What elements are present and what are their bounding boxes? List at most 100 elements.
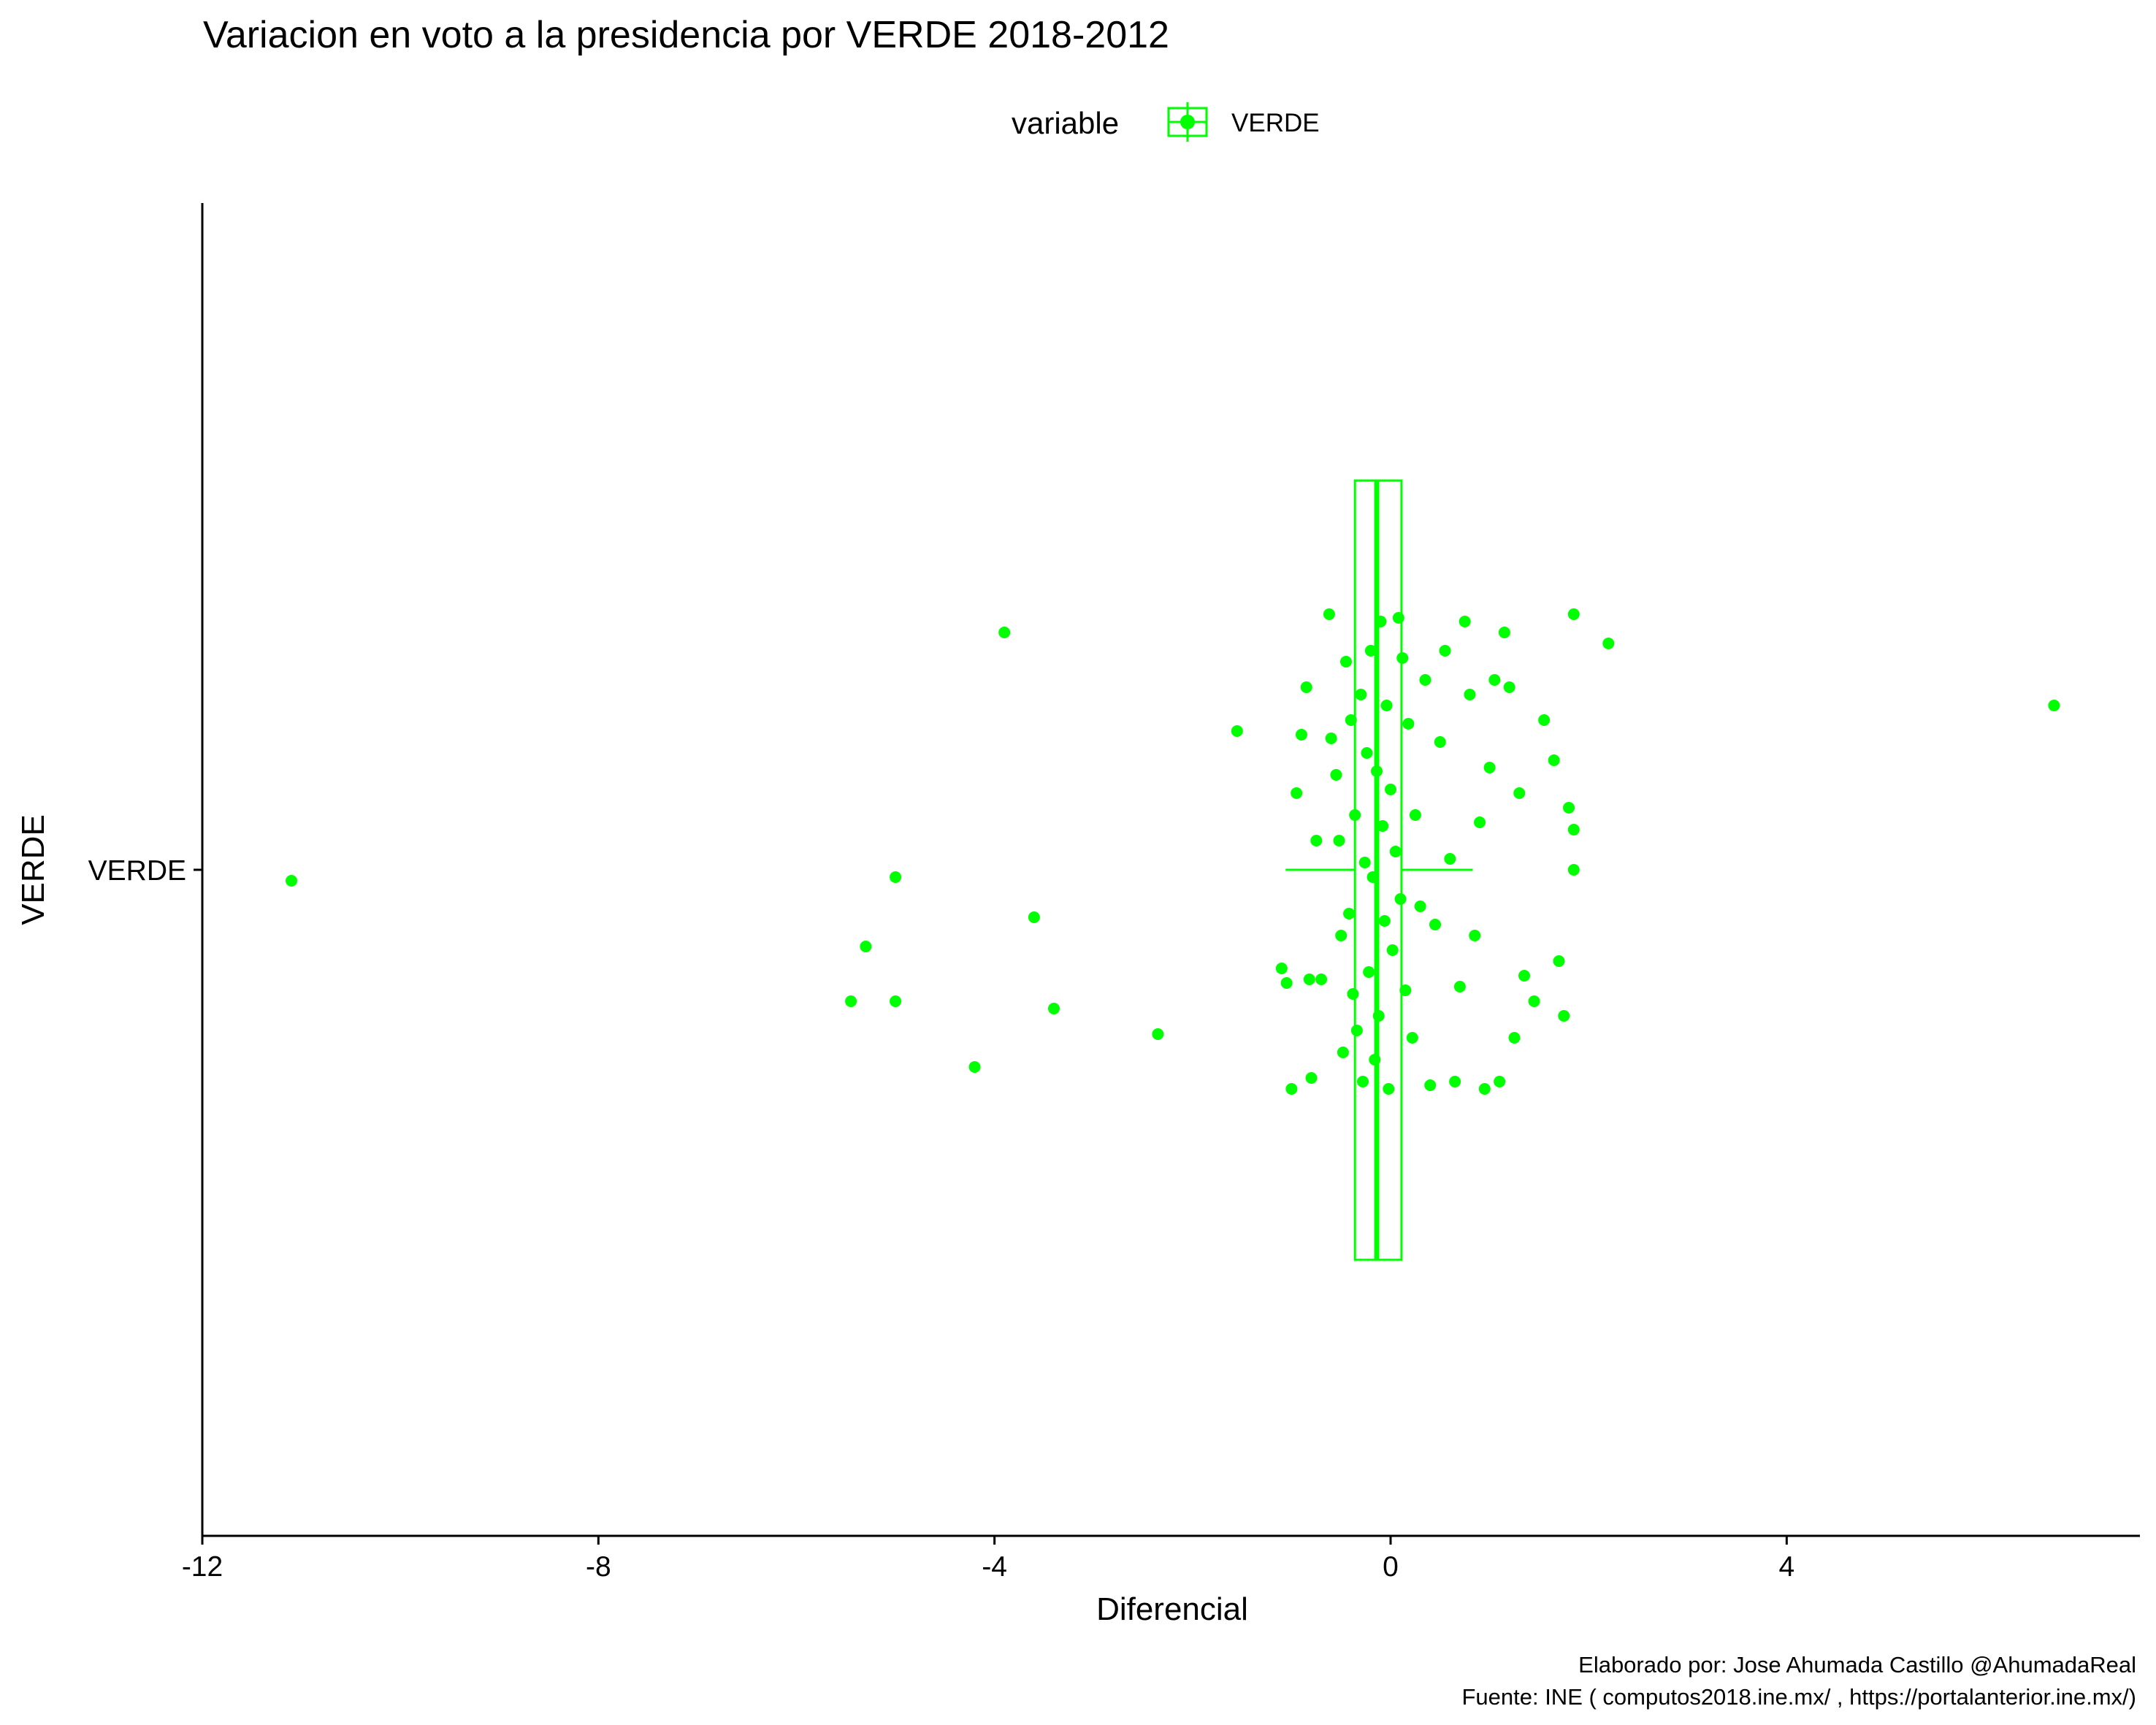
data-point bbox=[1399, 984, 1412, 996]
data-point bbox=[1513, 787, 1526, 799]
data-point bbox=[1280, 977, 1293, 989]
data-point bbox=[1275, 963, 1288, 974]
data-point bbox=[1295, 729, 1307, 741]
data-point bbox=[1518, 970, 1531, 982]
x-axis-title: Diferencial bbox=[1096, 1591, 1248, 1627]
data-point bbox=[1494, 1076, 1506, 1087]
x-tick-label: -12 bbox=[182, 1551, 223, 1583]
data-point bbox=[2048, 700, 2060, 711]
data-point bbox=[1414, 900, 1426, 912]
legend-title: variable bbox=[1012, 106, 1119, 140]
data-point bbox=[1345, 714, 1357, 726]
data-point bbox=[1375, 616, 1387, 627]
data-point bbox=[1378, 915, 1391, 927]
data-point bbox=[1347, 988, 1359, 1000]
data-point bbox=[286, 875, 298, 887]
data-point bbox=[1553, 955, 1565, 967]
data-point bbox=[1152, 1028, 1164, 1040]
caption-source: Fuente: INE ( computos2018.ine.mx/ , htt… bbox=[1461, 1684, 2136, 1710]
data-point bbox=[890, 871, 902, 883]
data-point bbox=[1429, 919, 1442, 930]
data-point bbox=[1444, 853, 1456, 865]
chart-title: Variacion en voto a la presidencia por V… bbox=[203, 14, 1169, 56]
x-tick-label: -8 bbox=[586, 1551, 611, 1583]
data-point bbox=[1469, 930, 1481, 941]
data-point bbox=[1366, 871, 1379, 883]
data-point bbox=[1434, 736, 1446, 748]
data-point bbox=[1315, 974, 1328, 985]
data-point bbox=[1459, 616, 1471, 627]
x-tick-label: -4 bbox=[982, 1551, 1007, 1583]
data-point bbox=[1361, 747, 1373, 759]
data-point bbox=[1567, 608, 1580, 620]
data-point bbox=[890, 995, 902, 1007]
data-point bbox=[1285, 1083, 1298, 1095]
data-point bbox=[1385, 784, 1396, 795]
data-points bbox=[286, 608, 2060, 1095]
data-point bbox=[1369, 1054, 1381, 1066]
data-point bbox=[1392, 612, 1404, 624]
data-point bbox=[1349, 809, 1361, 821]
data-point bbox=[1337, 1047, 1349, 1058]
data-point bbox=[1357, 1076, 1369, 1087]
data-point bbox=[1478, 1083, 1491, 1095]
data-point bbox=[1300, 681, 1312, 693]
data-point bbox=[1364, 645, 1377, 657]
data-point bbox=[1358, 857, 1371, 868]
data-point bbox=[1483, 762, 1496, 773]
data-point bbox=[1330, 769, 1342, 781]
data-point bbox=[968, 1061, 981, 1073]
data-point bbox=[1383, 1083, 1395, 1095]
data-point bbox=[1488, 674, 1501, 686]
legend: variable VERDE bbox=[1012, 102, 1320, 142]
data-point bbox=[1396, 652, 1409, 664]
data-point bbox=[1377, 820, 1389, 832]
data-point bbox=[1389, 846, 1402, 857]
data-point bbox=[1291, 787, 1303, 799]
data-point bbox=[860, 941, 872, 952]
data-point bbox=[1402, 718, 1415, 730]
data-point bbox=[1372, 1010, 1385, 1022]
data-point bbox=[1449, 1076, 1461, 1087]
data-point bbox=[998, 627, 1011, 638]
data-point bbox=[1548, 754, 1560, 766]
data-point bbox=[1406, 1032, 1418, 1044]
y-tick-label: VERDE bbox=[88, 855, 186, 887]
data-point bbox=[1355, 689, 1367, 700]
data-point bbox=[1335, 930, 1348, 941]
data-point bbox=[1409, 809, 1421, 821]
data-point bbox=[1339, 656, 1352, 668]
data-point bbox=[1602, 638, 1615, 649]
data-point bbox=[1528, 995, 1540, 1007]
data-point bbox=[1231, 725, 1243, 737]
data-point bbox=[1310, 835, 1323, 846]
x-tick-label: 4 bbox=[1778, 1551, 1794, 1583]
data-point bbox=[1474, 816, 1486, 828]
data-point bbox=[1380, 700, 1393, 711]
data-point bbox=[1394, 893, 1407, 905]
data-point bbox=[1567, 864, 1580, 876]
data-point bbox=[1558, 1010, 1570, 1022]
data-point bbox=[1323, 608, 1335, 620]
data-point bbox=[1333, 835, 1345, 846]
legend-label: VERDE bbox=[1231, 109, 1320, 137]
data-point bbox=[1386, 944, 1399, 956]
data-point bbox=[845, 995, 857, 1007]
data-point bbox=[1464, 689, 1476, 700]
data-point bbox=[1503, 681, 1515, 693]
data-point bbox=[1453, 981, 1466, 992]
legend-key-icon bbox=[1167, 102, 1208, 142]
data-point bbox=[1419, 674, 1431, 686]
data-point bbox=[1439, 645, 1451, 657]
data-point bbox=[1350, 1025, 1363, 1036]
data-point bbox=[1424, 1079, 1437, 1091]
data-point bbox=[1508, 1032, 1521, 1044]
data-point bbox=[1567, 824, 1580, 835]
x-ticks: -12 -8 -4 0 4 bbox=[182, 1536, 1794, 1583]
boxplot bbox=[1285, 479, 1473, 1261]
data-point bbox=[1305, 1072, 1318, 1084]
data-point bbox=[1371, 765, 1383, 777]
data-point bbox=[1538, 714, 1551, 726]
data-point bbox=[1363, 966, 1375, 978]
